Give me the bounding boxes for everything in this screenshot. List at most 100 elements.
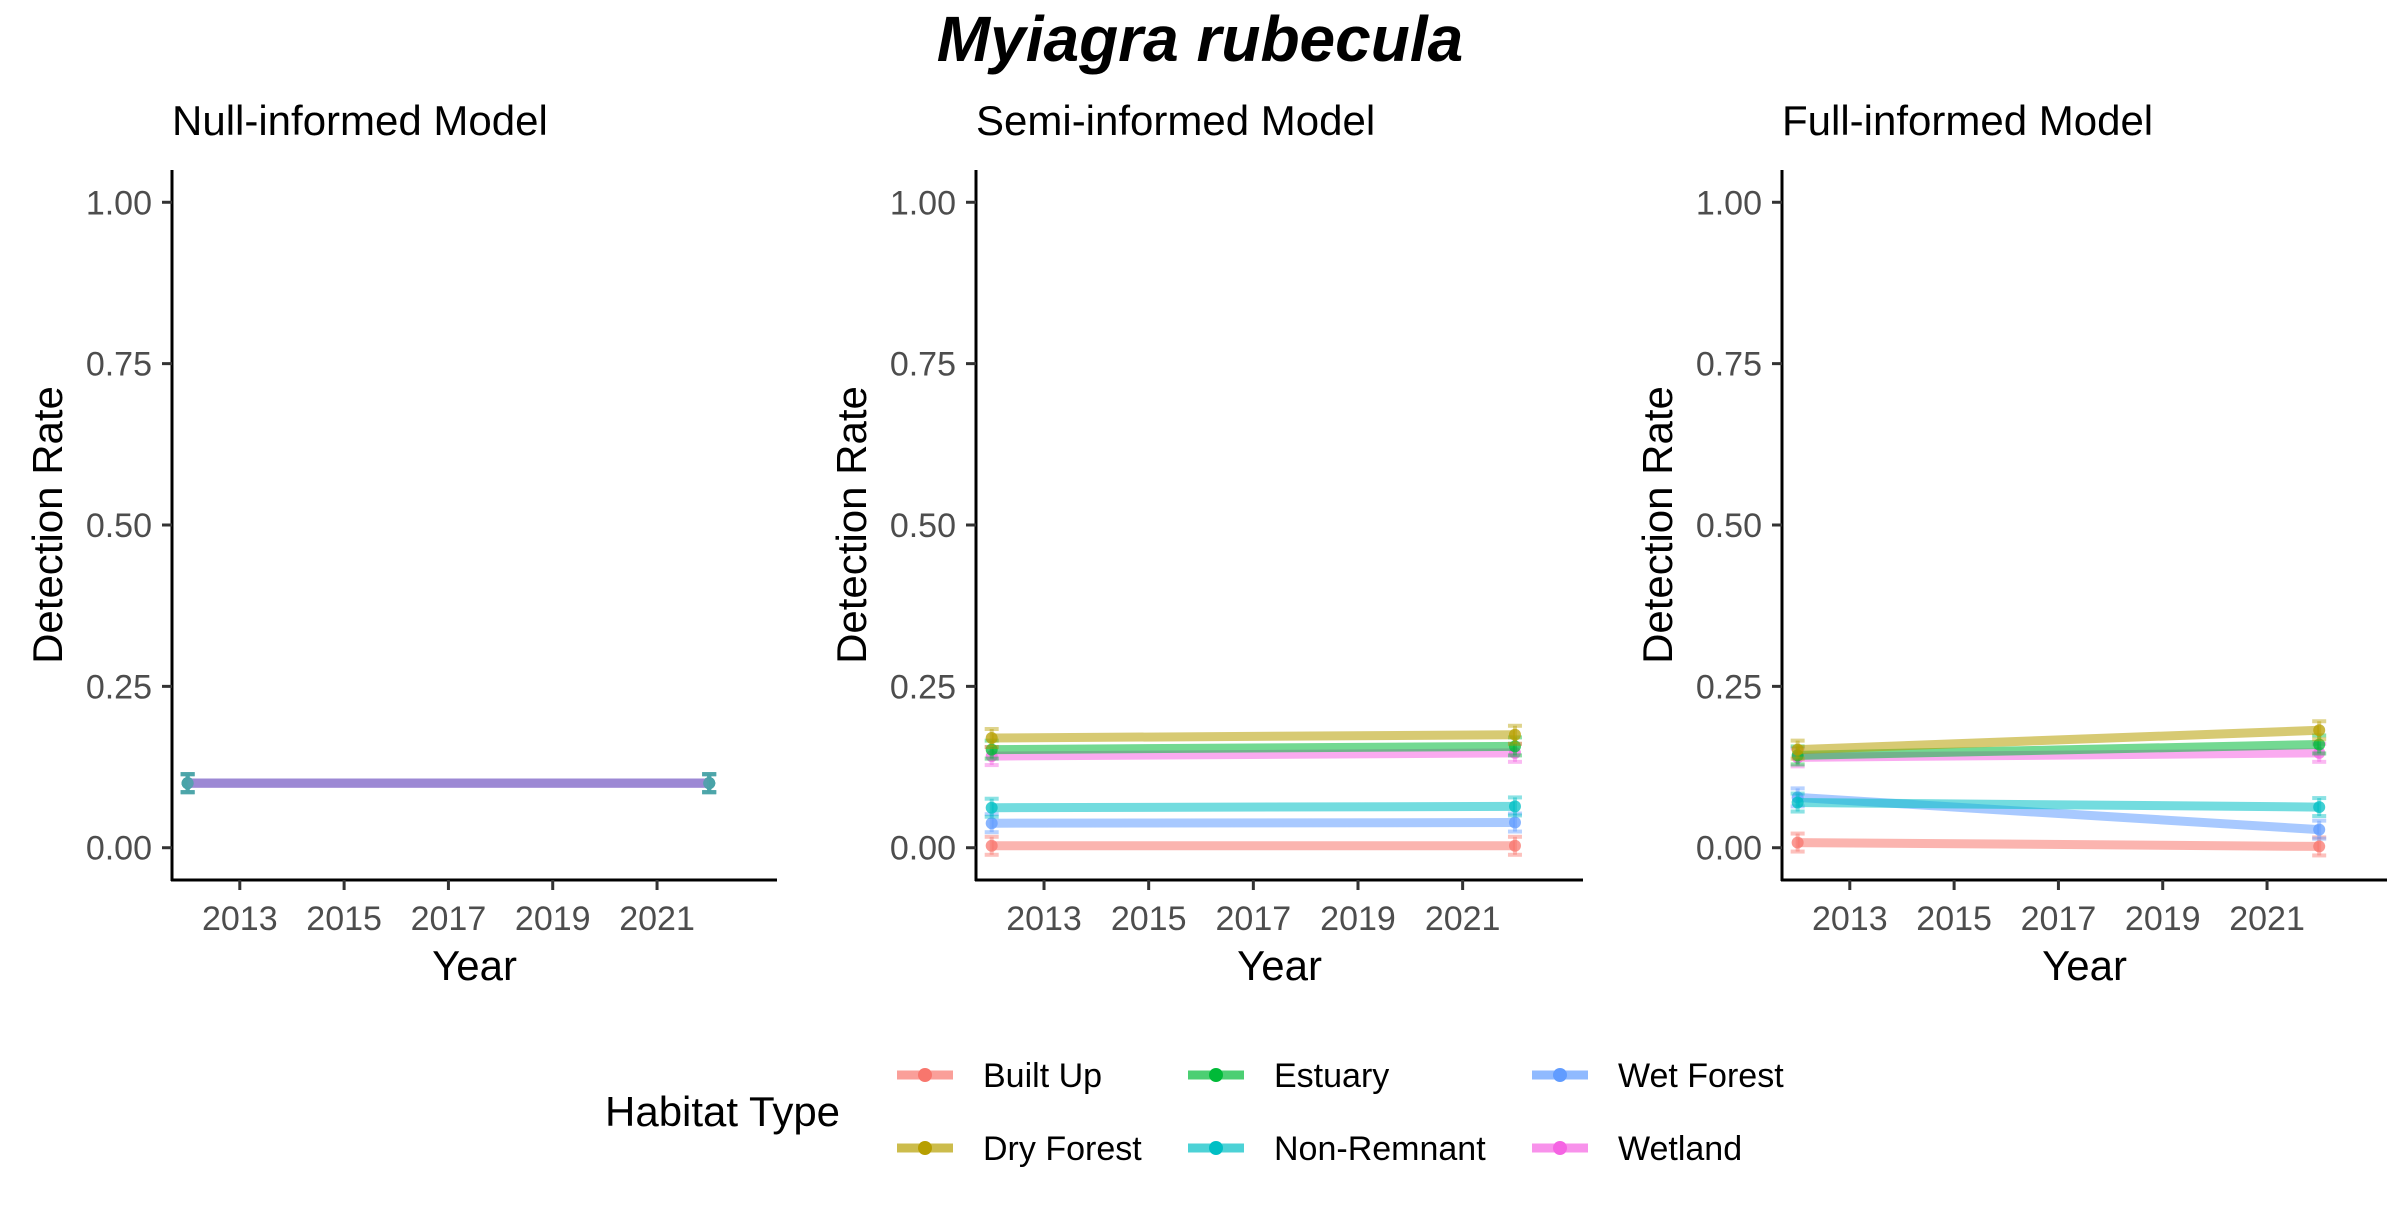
y-axis-label: Detection Rate [828, 386, 875, 664]
panel-title: Semi-informed Model [976, 97, 1375, 144]
data-point [2313, 738, 2326, 751]
series-non-remnant-line [991, 801, 1515, 813]
y-tick-label: 0.00 [1696, 830, 1762, 868]
legend-item-wetland: Wetland [1532, 1130, 1742, 1168]
data-point [985, 817, 998, 830]
panel-1: Null-informed Model 0.00 0.25 0.50 0.75 1.00 2… [24, 97, 777, 989]
x-axis-label: Year [2042, 942, 2127, 989]
legend-item-estuary: Estuary [1188, 1057, 1389, 1095]
data-point [985, 801, 998, 814]
panel-title: Null-informed Model [172, 97, 548, 144]
series-wet-forest [984, 811, 1522, 835]
legend-key-point [1209, 1141, 1223, 1155]
legend-item-non-remnant: Non-Remnant [1188, 1130, 1486, 1168]
series-estuary-line [991, 741, 1516, 755]
x-tick-label: 2015 [1916, 900, 1992, 938]
x-tick-label: 2017 [2021, 900, 2097, 938]
y-tick-label: 0.25 [890, 668, 956, 706]
series-dry-forest-line [991, 730, 1516, 743]
series-estuary-line [1797, 739, 2320, 760]
series-dry-forest-line [1797, 725, 2320, 755]
legend-key-point [1553, 1068, 1567, 1082]
y-axis-label: Detection Rate [1634, 386, 1681, 664]
legend-item-built-up: Built Up [897, 1057, 1102, 1095]
data-point [181, 777, 194, 790]
x-tick-label: 2021 [1425, 900, 1501, 938]
series-wetland-line [991, 748, 1516, 761]
panel-3: Full-informed Model 0.00 0.25 0.50 0.75 1.00 2… [1634, 97, 2387, 989]
legend-title: Habitat Type [605, 1088, 840, 1135]
y-tick-label: 1.00 [86, 184, 152, 222]
y-tick-label: 0.50 [890, 507, 956, 545]
legend-label: Non-Remnant [1274, 1130, 1486, 1168]
y-tick-label: 0.25 [86, 668, 152, 706]
x-tick-label: 2015 [1111, 900, 1187, 938]
series-non-remnant [984, 795, 1522, 819]
figure-title: Myiagra rubecula [936, 3, 1464, 75]
data-point [1508, 728, 1521, 741]
legend-key-point [918, 1141, 932, 1155]
data-point [2313, 724, 2326, 737]
y-tick-label: 0.75 [1696, 346, 1762, 384]
x-tick-label: 2021 [2229, 900, 2305, 938]
series-wetland [180, 772, 717, 795]
series-non-remnant [1790, 791, 2327, 819]
data-point [2313, 801, 2326, 814]
data-point [2313, 823, 2326, 836]
series-wet-forest [1790, 786, 2327, 841]
legend-item-dry-forest: Dry Forest [897, 1130, 1142, 1168]
x-tick-label: 2017 [411, 900, 487, 938]
series-wet-forest-line [991, 818, 1515, 828]
panel-title: Full-informed Model [1782, 97, 2153, 144]
y-tick-label: 0.25 [1696, 668, 1762, 706]
x-axis-label: Year [1237, 942, 1322, 989]
series-built-up-line [1797, 838, 2320, 851]
y-axis-label: Detection Rate [24, 386, 71, 664]
legend-label: Estuary [1274, 1057, 1389, 1095]
legend-key-point [1553, 1141, 1567, 1155]
data-point [1791, 743, 1804, 756]
data-point [703, 777, 716, 790]
x-tick-label: 2019 [2125, 900, 2201, 938]
data-point [1508, 740, 1521, 753]
y-tick-label: 1.00 [890, 184, 956, 222]
data-point [1508, 839, 1521, 852]
legend: Habitat Type Built Up Dry Forest Estuary Non… [605, 1057, 1784, 1168]
legend-label: Dry Forest [983, 1130, 1142, 1168]
legend-key-point [918, 1068, 932, 1082]
legend-label: Built Up [983, 1057, 1102, 1095]
x-tick-label: 2013 [1006, 900, 1082, 938]
series-estuary [1790, 733, 2327, 767]
data-point [2313, 840, 2326, 853]
data-point [985, 732, 998, 744]
data-point [1791, 836, 1804, 849]
series-dry-forest [1790, 719, 2327, 761]
panel-2: Semi-informed Model 0.00 0.25 0.50 0.75 1.00 2… [828, 97, 1583, 989]
series-dry-forest [984, 723, 1522, 749]
y-tick-label: 0.00 [890, 830, 956, 868]
y-tick-label: 0.50 [86, 507, 152, 545]
x-tick-label: 2019 [1320, 900, 1396, 938]
legend-key-point [1209, 1068, 1223, 1082]
x-tick-label: 2021 [619, 900, 695, 938]
data-point [985, 743, 998, 756]
x-tick-label: 2013 [1812, 900, 1888, 938]
data-point [1508, 800, 1521, 813]
data-point [1508, 816, 1521, 829]
data-point [2313, 746, 2326, 759]
data-point [1791, 796, 1804, 809]
series-non-remnant-line [1797, 798, 2320, 812]
x-tick-label: 2015 [306, 900, 382, 938]
legend-item-wet-forest: Wet Forest [1532, 1057, 1784, 1095]
legend-label: Wetland [1618, 1130, 1742, 1168]
series-built-up [984, 834, 1522, 857]
y-tick-label: 0.75 [890, 346, 956, 384]
y-tick-label: 0.50 [1696, 507, 1762, 545]
y-tick-label: 1.00 [1696, 184, 1762, 222]
y-tick-label: 0.75 [86, 346, 152, 384]
x-tick-label: 2017 [1216, 900, 1292, 938]
series-built-up [1790, 831, 2327, 858]
x-tick-label: 2013 [202, 900, 278, 938]
